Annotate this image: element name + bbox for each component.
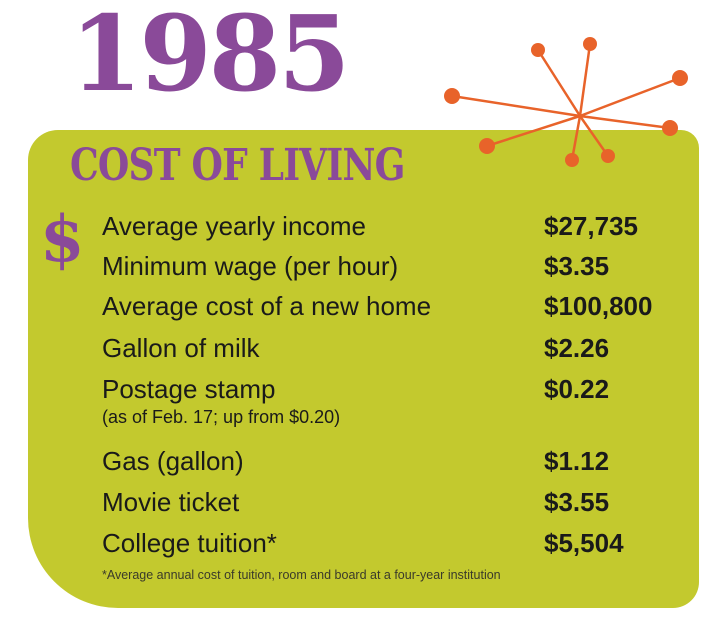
cost-of-living-title: COST OF LIVING: [70, 140, 405, 191]
cost-value: $2.26: [544, 333, 610, 363]
cost-value: $100,800: [544, 291, 653, 321]
cost-label: Movie ticket: [102, 487, 240, 517]
cost-row: Gas (gallon) $1.12: [102, 446, 682, 480]
dollar-icon: $: [40, 202, 85, 277]
cost-label: Gas (gallon): [102, 446, 244, 476]
footnote: *Average annual cost of tuition, room an…: [102, 568, 501, 582]
cost-value: $1.12: [544, 446, 610, 476]
year-title: 1985: [70, 0, 350, 115]
cost-value: $3.35: [544, 251, 610, 281]
cost-value: $3.55: [544, 487, 610, 517]
cost-row: Gallon of milk $2.26: [102, 333, 682, 367]
cost-label: Gallon of milk: [102, 333, 260, 363]
cost-row: Postage stamp $0.22 (as of Feb. 17; up f…: [102, 374, 682, 427]
cost-row: Minimum wage (per hour) $3.35: [102, 251, 682, 285]
cost-row: Movie ticket $3.55: [102, 487, 682, 521]
cost-label: Minimum wage (per hour): [102, 251, 399, 281]
cost-value: $5,504: [544, 528, 624, 558]
cost-of-living-panel: [28, 130, 699, 608]
cost-label: Average cost of a new home: [102, 291, 432, 321]
starburst-icon: [444, 37, 688, 167]
cost-label: Postage stamp: [102, 374, 276, 404]
cost-row: Average yearly income $27,735: [102, 211, 682, 245]
cost-row: College tuition* $5,504: [102, 528, 682, 562]
cost-value: $27,735: [544, 211, 638, 241]
cost-row: Average cost of a new home $100,800: [102, 291, 682, 325]
cost-label: Average yearly income: [102, 211, 366, 241]
cost-note: (as of Feb. 17; up from $0.20): [102, 407, 341, 427]
cost-label: College tuition*: [102, 528, 277, 558]
cost-value: $0.22: [544, 374, 610, 404]
